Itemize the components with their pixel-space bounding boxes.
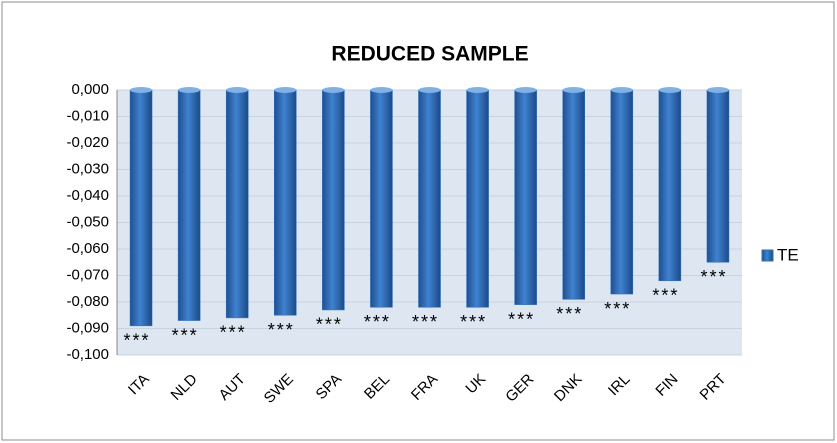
bar-cap: [658, 87, 681, 93]
bar: [177, 89, 201, 321]
y-tick-label: -0,040: [66, 187, 109, 204]
legend-swatch: [761, 249, 774, 262]
bar: [562, 89, 585, 300]
bar-cap: [514, 87, 537, 93]
y-tick-label: -0,010: [66, 107, 109, 124]
bar-cap: [322, 87, 345, 93]
bar-cap: [274, 87, 297, 93]
bar-cap: [130, 87, 153, 93]
annotation: ***: [700, 267, 727, 287]
annotation: ***: [316, 315, 343, 335]
bar-cap: [178, 87, 201, 93]
annotation: ***: [364, 312, 391, 332]
annotation: ***: [508, 309, 535, 329]
y-tick-label: -0,020: [66, 134, 109, 151]
annotation: ***: [556, 304, 583, 324]
bar-cap: [370, 87, 393, 93]
bar: [322, 89, 345, 311]
bar: [514, 89, 537, 305]
bar: [658, 89, 682, 282]
y-tick-label: -0,060: [66, 240, 109, 257]
annotation: ***: [124, 331, 151, 351]
bar-cap: [706, 87, 729, 93]
annotation: ***: [412, 312, 439, 332]
y-tick-label: 0,000: [71, 81, 109, 98]
bar: [370, 89, 393, 308]
bar-cap: [466, 87, 489, 93]
bar: [706, 89, 730, 263]
bar-cap: [610, 87, 633, 93]
annotation: ***: [220, 323, 247, 343]
y-tick-label: -0,080: [66, 293, 109, 310]
y-tick-label: -0,030: [66, 160, 109, 177]
y-tick-label: -0,070: [66, 266, 109, 283]
y-tick-label: -0,100: [66, 346, 109, 363]
y-tick-label: -0,050: [66, 213, 109, 230]
bar: [466, 89, 489, 308]
bar-cap: [418, 87, 441, 93]
bar: [225, 89, 249, 319]
bar-cap: [562, 87, 585, 93]
annotation: ***: [172, 325, 199, 345]
bar-cap: [226, 87, 249, 93]
annotation: ***: [652, 286, 679, 306]
y-tick-label: -0,090: [66, 319, 109, 336]
bar: [274, 89, 297, 316]
bar: [418, 89, 441, 308]
annotation: ***: [604, 299, 631, 319]
legend-label: TE: [777, 245, 799, 264]
bar: [610, 89, 634, 295]
chart-title: REDUCED SAMPLE: [331, 43, 528, 66]
bar: [129, 89, 153, 327]
annotation: ***: [268, 320, 295, 340]
annotation: ***: [460, 312, 487, 332]
